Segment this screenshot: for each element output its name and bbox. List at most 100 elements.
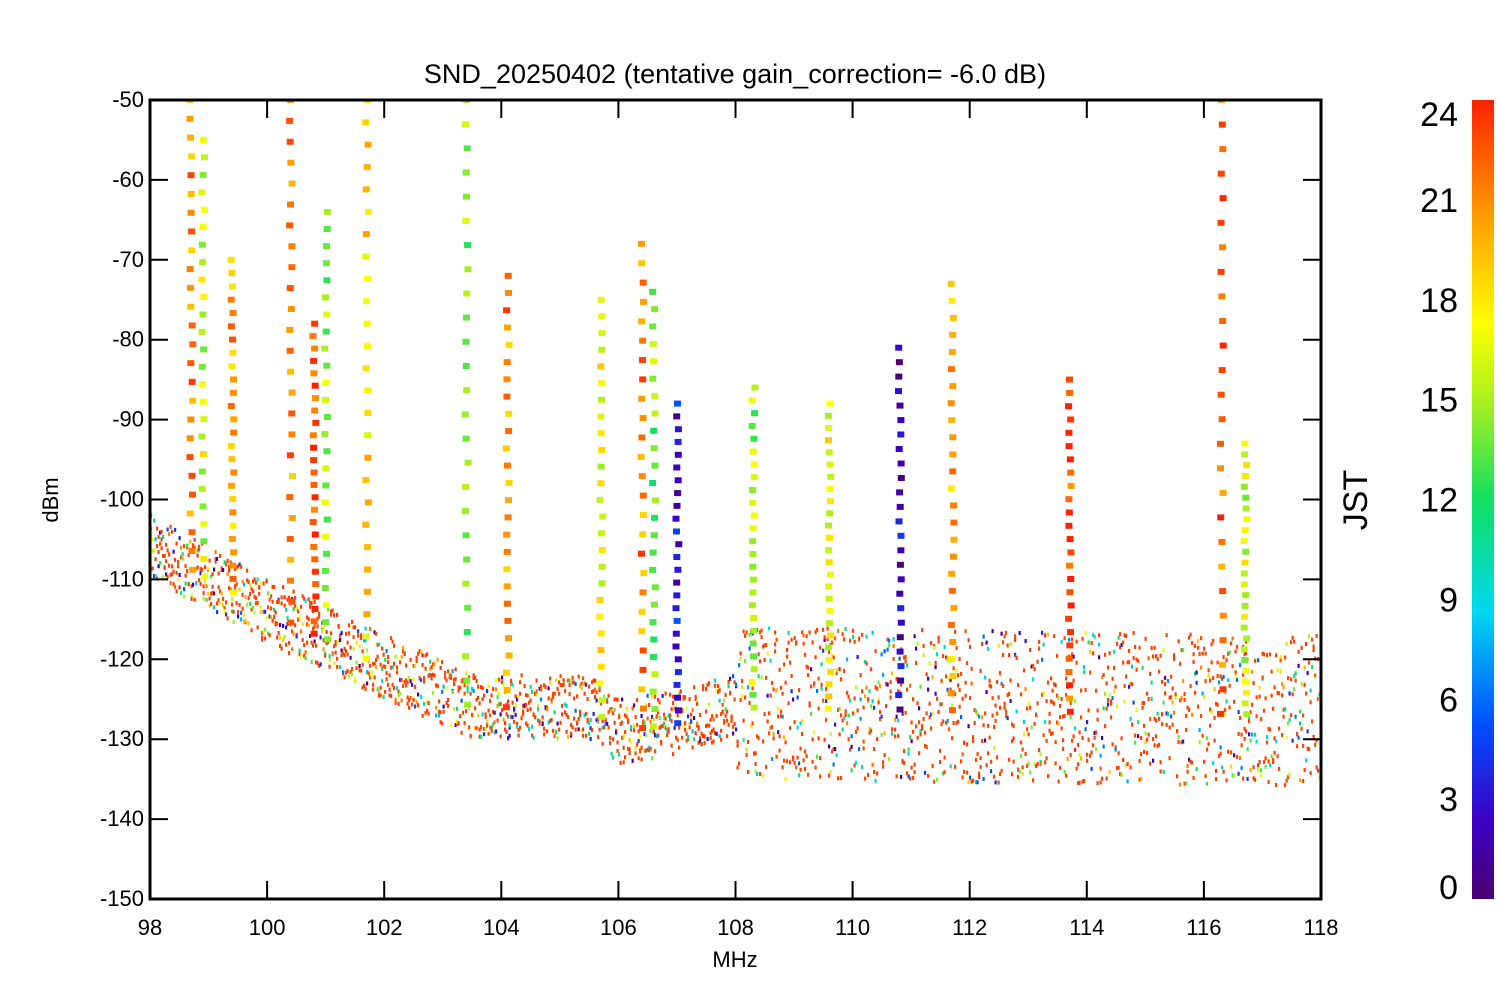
noise-point bbox=[253, 577, 256, 582]
noise-point bbox=[588, 731, 591, 736]
noise-point bbox=[225, 600, 228, 605]
noise-point bbox=[1153, 743, 1156, 748]
noise-point bbox=[457, 685, 460, 690]
noise-point bbox=[1029, 770, 1032, 775]
noise-point bbox=[1162, 700, 1165, 705]
noise-point bbox=[577, 674, 580, 679]
noise-point bbox=[370, 670, 373, 675]
signal-point bbox=[825, 681, 833, 688]
signal-point bbox=[673, 413, 681, 420]
noise-point bbox=[1162, 648, 1165, 653]
noise-point bbox=[913, 770, 916, 775]
noise-point bbox=[768, 731, 771, 736]
noise-point bbox=[1030, 664, 1033, 669]
noise-point bbox=[823, 737, 826, 742]
noise-point bbox=[1074, 699, 1077, 704]
noise-point bbox=[1213, 687, 1216, 692]
noise-point bbox=[1020, 754, 1023, 758]
signal-point bbox=[1066, 682, 1073, 689]
noise-point bbox=[807, 772, 810, 777]
noise-point bbox=[1186, 769, 1189, 774]
noise-point bbox=[397, 702, 400, 706]
noise-point bbox=[730, 716, 733, 721]
noise-point bbox=[1072, 654, 1075, 659]
noise-point bbox=[886, 682, 889, 687]
noise-point bbox=[777, 706, 780, 711]
noise-point bbox=[472, 676, 475, 681]
signal-point bbox=[309, 432, 317, 439]
noise-point bbox=[1309, 688, 1312, 693]
noise-point bbox=[241, 579, 244, 584]
noise-point bbox=[748, 632, 751, 637]
noise-point bbox=[237, 610, 240, 615]
noise-point bbox=[1054, 761, 1057, 766]
signal-point bbox=[1218, 563, 1226, 570]
noise-point bbox=[804, 652, 807, 657]
noise-point bbox=[813, 681, 816, 686]
noise-point bbox=[339, 665, 342, 670]
noise-point bbox=[528, 700, 531, 705]
signal-point bbox=[1217, 219, 1225, 226]
signal-point bbox=[598, 346, 606, 353]
noise-point bbox=[952, 721, 955, 725]
noise-point bbox=[1108, 693, 1111, 697]
noise-point bbox=[658, 725, 661, 730]
noise-point bbox=[888, 643, 891, 648]
noise-point bbox=[868, 727, 871, 731]
signal-point bbox=[362, 231, 370, 238]
noise-point bbox=[808, 630, 811, 635]
noise-point bbox=[228, 568, 231, 573]
noise-point bbox=[711, 729, 714, 733]
noise-point bbox=[429, 667, 432, 671]
noise-point bbox=[1105, 776, 1108, 781]
noise-point bbox=[372, 682, 375, 687]
noise-point bbox=[432, 672, 435, 677]
noise-point bbox=[765, 643, 768, 648]
noise-point bbox=[778, 748, 781, 753]
noise-point bbox=[345, 670, 348, 675]
noise-point bbox=[973, 708, 976, 713]
noise-point bbox=[921, 724, 924, 729]
noise-point bbox=[573, 680, 576, 685]
noise-point bbox=[396, 686, 399, 691]
noise-point bbox=[210, 574, 213, 579]
noise-point bbox=[1204, 679, 1207, 684]
x-tick-label: 112 bbox=[952, 915, 987, 940]
noise-point bbox=[990, 759, 993, 764]
signal-point bbox=[199, 311, 207, 318]
noise-point bbox=[1129, 765, 1132, 770]
noise-point bbox=[714, 731, 717, 735]
noise-point bbox=[964, 629, 967, 634]
noise-point bbox=[183, 544, 186, 549]
noise-point bbox=[703, 734, 706, 739]
noise-point bbox=[1164, 682, 1167, 687]
noise-point bbox=[837, 776, 840, 781]
noise-point bbox=[928, 701, 931, 706]
signal-point bbox=[504, 514, 512, 521]
noise-point bbox=[180, 590, 183, 595]
noise-point bbox=[259, 581, 262, 585]
colorbar-title: JST bbox=[1337, 470, 1375, 530]
noise-point bbox=[310, 640, 313, 645]
noise-point bbox=[208, 603, 211, 608]
noise-point bbox=[1213, 738, 1216, 743]
noise-point bbox=[648, 748, 651, 753]
noise-point bbox=[564, 702, 567, 707]
noise-point bbox=[592, 689, 595, 693]
signal-point bbox=[200, 538, 208, 545]
noise-point bbox=[309, 600, 312, 605]
signal-point bbox=[503, 566, 511, 573]
noise-point bbox=[1056, 693, 1059, 698]
signal-point bbox=[187, 416, 195, 423]
signal-point bbox=[638, 628, 646, 635]
noise-point bbox=[526, 723, 529, 728]
noise-point bbox=[820, 662, 823, 667]
signal-point bbox=[896, 634, 904, 641]
noise-point bbox=[264, 609, 267, 614]
noise-point bbox=[307, 597, 310, 602]
noise-point bbox=[198, 578, 201, 583]
noise-point bbox=[1224, 712, 1227, 717]
noise-point bbox=[409, 679, 412, 684]
signal-point bbox=[363, 588, 371, 595]
signal-point bbox=[1218, 121, 1226, 128]
